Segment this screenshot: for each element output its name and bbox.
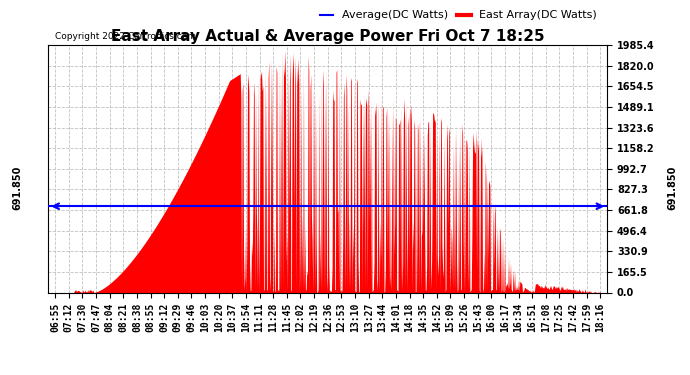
Text: 691.850: 691.850 (668, 165, 678, 210)
Legend: Average(DC Watts), East Array(DC Watts): Average(DC Watts), East Array(DC Watts) (315, 6, 602, 25)
Text: 691.850: 691.850 (12, 165, 22, 210)
Text: Copyright 2022 Cartronics.com: Copyright 2022 Cartronics.com (55, 32, 196, 41)
Title: East Array Actual & Average Power Fri Oct 7 18:25: East Array Actual & Average Power Fri Oc… (111, 29, 544, 44)
